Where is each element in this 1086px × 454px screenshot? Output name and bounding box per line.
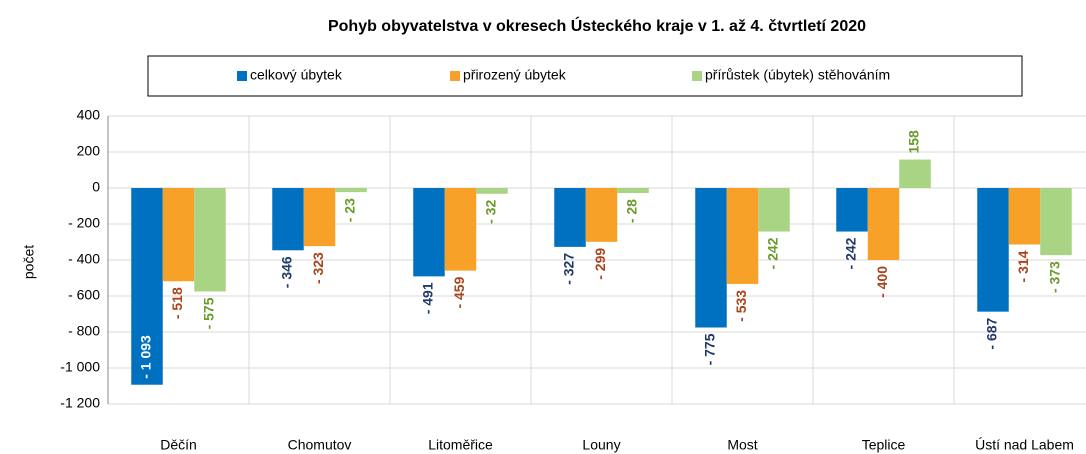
- x-tick-label: Teplice: [862, 437, 906, 453]
- y-axis-label: počet: [21, 245, 37, 279]
- x-tick-label: Litoměřice: [428, 437, 493, 453]
- bar: [726, 188, 759, 284]
- legend-label: přirozený úbytek: [463, 67, 567, 83]
- legend-label: celkový úbytek: [250, 67, 343, 83]
- legend-swatch: [450, 71, 460, 81]
- x-tick-label: Chomutov: [288, 437, 352, 453]
- bar: [977, 188, 1009, 312]
- y-tick-label: -1 000: [60, 359, 100, 375]
- bar: [585, 188, 618, 242]
- bar: [617, 188, 649, 194]
- bar: [836, 188, 868, 232]
- bar: [758, 188, 790, 232]
- value-label: - 491: [420, 282, 436, 314]
- bar: [867, 188, 900, 260]
- value-label: - 242: [843, 237, 859, 269]
- value-label: - 299: [592, 248, 608, 280]
- value-label: - 575: [201, 297, 217, 329]
- value-label: - 23: [342, 198, 358, 222]
- x-tick-label: Louny: [582, 437, 620, 453]
- value-label: - 1 093: [138, 335, 154, 379]
- value-label: - 518: [169, 287, 185, 319]
- y-tick-label: - 200: [68, 215, 100, 231]
- value-label: - 373: [1047, 261, 1063, 293]
- bar: [272, 188, 304, 251]
- x-tick-label: Děčín: [160, 437, 197, 453]
- value-label: 158: [906, 130, 922, 154]
- bar: [695, 188, 727, 328]
- value-label: - 459: [451, 276, 467, 308]
- legend-label: přírůstek (úbytek) stěhováním: [705, 67, 890, 83]
- bar: [194, 188, 226, 292]
- bar: [303, 188, 336, 247]
- value-label: - 28: [624, 199, 640, 223]
- value-label: - 327: [561, 253, 577, 285]
- value-label: - 346: [279, 256, 295, 288]
- value-label: - 533: [733, 290, 749, 322]
- chart-title: Pohyb obyvatelstva v okresech Ústeckého …: [328, 16, 866, 35]
- y-tick-label: - 600: [68, 287, 100, 303]
- value-label: - 32: [483, 200, 499, 224]
- bar: [554, 188, 586, 247]
- bar: [162, 188, 195, 282]
- bar: [444, 188, 477, 271]
- legend-box: [147, 55, 1023, 97]
- bar: [899, 159, 931, 188]
- y-tick-label: - 400: [68, 251, 100, 267]
- y-tick-label: -1 200: [60, 395, 100, 411]
- value-label: - 323: [310, 252, 326, 284]
- value-label: - 314: [1015, 250, 1031, 282]
- value-label: - 400: [874, 266, 890, 298]
- bar: [1008, 188, 1041, 245]
- bar: [1040, 188, 1072, 256]
- bar: [476, 188, 508, 194]
- y-tick-label: - 800: [68, 323, 100, 339]
- bar: [413, 188, 445, 277]
- y-tick-label: 0: [92, 179, 100, 195]
- value-label: - 775: [702, 333, 718, 365]
- x-tick-label: Ústí nad Labem: [975, 437, 1074, 453]
- bar: [335, 188, 367, 193]
- bar: [131, 188, 163, 385]
- x-tick-label: Most: [727, 437, 757, 453]
- value-label: - 687: [984, 317, 1000, 349]
- value-label: - 242: [765, 237, 781, 269]
- y-tick-label: 200: [77, 143, 101, 159]
- legend-swatch: [692, 71, 702, 81]
- y-tick-label: 400: [77, 107, 101, 123]
- legend-swatch: [237, 71, 247, 81]
